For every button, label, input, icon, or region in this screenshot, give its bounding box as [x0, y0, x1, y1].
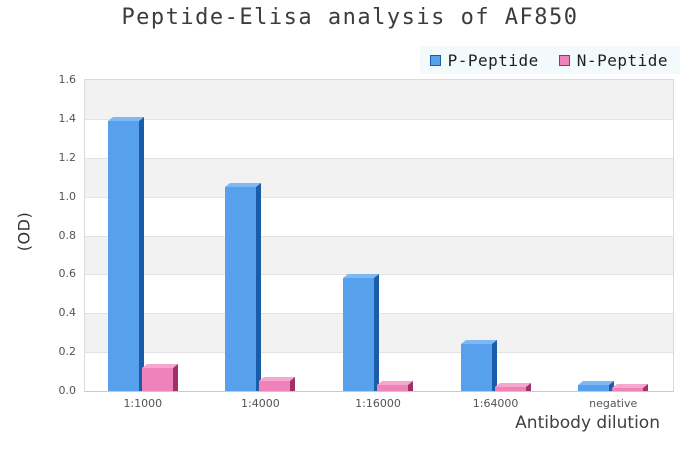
- x-axis-title: Antibody dilution: [515, 413, 660, 433]
- grid-band: [85, 197, 673, 236]
- grid-band: [85, 235, 673, 275]
- legend-item-n-peptide: N-Peptide: [558, 50, 668, 70]
- gridline: [85, 236, 673, 237]
- grid-band: [85, 119, 673, 158]
- plot-area: [84, 79, 674, 392]
- y-tick-label: 0.0: [58, 384, 77, 397]
- n-peptide-swatch-icon: [558, 54, 570, 66]
- bar-p-peptide-1:4000: [225, 183, 261, 391]
- grid-band: [85, 157, 673, 197]
- bar-p-peptide-1:1000: [108, 117, 144, 391]
- legend-label-p-peptide: P-Peptide: [447, 50, 539, 70]
- legend-item-p-peptide: P-Peptide: [429, 50, 539, 70]
- x-tick-label: 1:16000: [355, 397, 401, 410]
- gridline: [85, 274, 673, 275]
- grid-band: [85, 80, 673, 119]
- bar-n-peptide-1:16000: [377, 381, 413, 391]
- y-tick-label: 0.4: [58, 306, 77, 320]
- bar-n-peptide-1:1000: [142, 364, 178, 391]
- y-tick-label: 0.2: [58, 345, 77, 359]
- gridline: [85, 158, 673, 159]
- bar-p-peptide-1:16000: [343, 274, 379, 391]
- y-tick-label: 1.2: [58, 150, 77, 164]
- bar-n-peptide-1:4000: [259, 377, 295, 391]
- x-tick-label: 1:1000: [123, 397, 163, 410]
- bar-p-peptide-negative: [578, 381, 614, 391]
- chart-title: Peptide-Elisa analysis of AF850: [121, 5, 579, 30]
- legend-label-n-peptide: N-Peptide: [576, 50, 668, 70]
- gridline: [85, 119, 673, 120]
- bar-n-peptide-1:64000: [495, 383, 531, 391]
- grid-band: [85, 313, 673, 353]
- grid-band: [85, 274, 673, 313]
- y-tick-label: 1.4: [58, 111, 77, 125]
- y-tick-label: 1.6: [58, 73, 77, 86]
- x-tick-label: 1:64000: [472, 397, 519, 410]
- gridline: [85, 197, 673, 198]
- bar-n-peptide-negative: [612, 384, 648, 391]
- y-axis-title: (OD): [14, 211, 34, 252]
- p-peptide-swatch-icon: [429, 54, 441, 66]
- legend: P-Peptide N-Peptide: [419, 46, 680, 74]
- y-tick-label: 0.8: [58, 228, 77, 242]
- x-tick-label: negative: [589, 397, 638, 410]
- y-tick-label: 1.0: [58, 189, 77, 203]
- bar-p-peptide-1:64000: [461, 340, 497, 391]
- gridline: [85, 313, 673, 314]
- y-tick-label: 0.6: [58, 267, 77, 281]
- gridline: [85, 352, 673, 353]
- x-tick-label: 1:4000: [241, 397, 280, 410]
